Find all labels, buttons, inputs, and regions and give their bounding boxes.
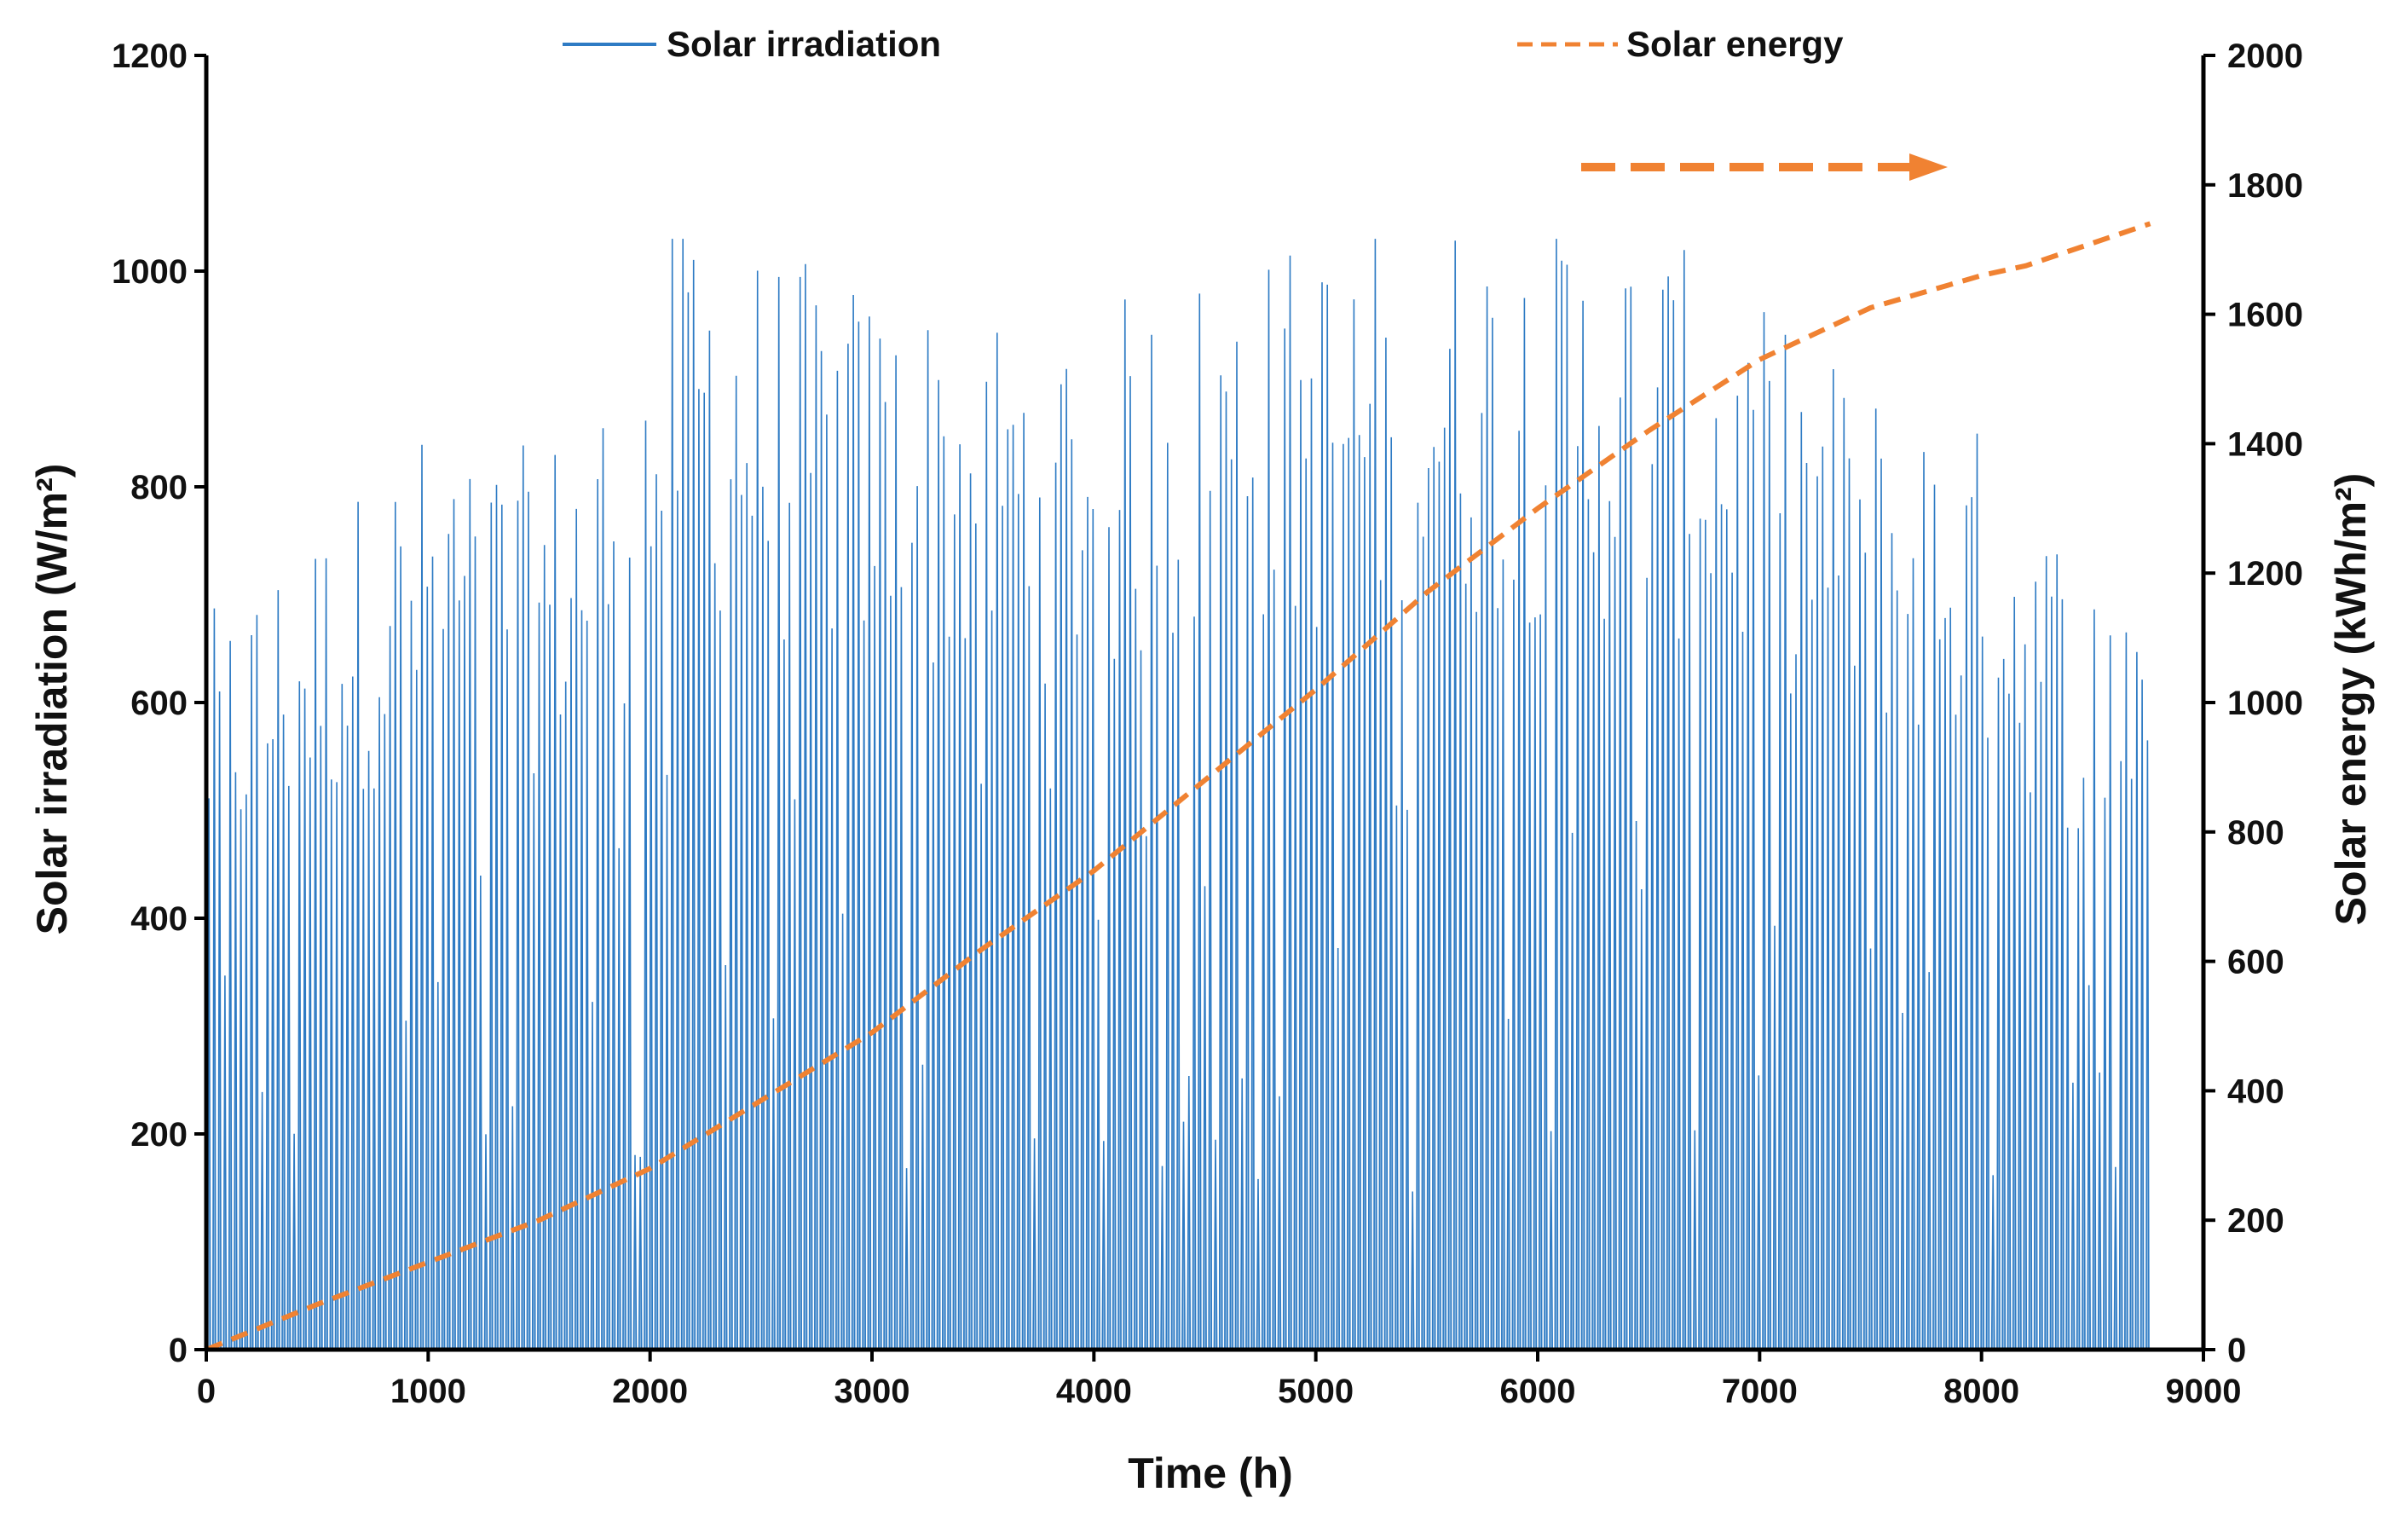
- y-right-tick-label: 1400: [2227, 425, 2303, 463]
- x-tick-label: 6000: [1500, 1373, 1576, 1410]
- x-tick-label: 2000: [612, 1373, 688, 1410]
- legend: Solar irradiation Solar energy: [563, 24, 1844, 64]
- y-left-axis-title: Solar irradiation (W/m²): [28, 464, 76, 935]
- x-tick-label: 0: [197, 1373, 216, 1410]
- x-tick-label: 7000: [1722, 1373, 1798, 1410]
- y-right-tick-label: 2000: [2227, 38, 2303, 75]
- x-ticks: 0 1000 2000 3000 4000 5000 6000 7000 8000 9000: [197, 1350, 2242, 1410]
- x-tick-label: 9000: [2166, 1373, 2242, 1410]
- x-axis-title: Time (h): [1128, 1449, 1293, 1497]
- y-right-ticks: 0 200 400 600 800 1000 1200 1400 1600 1800 2000: [2203, 38, 2303, 1369]
- right-axis-arrow: [1581, 153, 1948, 181]
- y-right-tick-label: 1800: [2227, 167, 2303, 205]
- legend-energy-label: Solar energy: [1626, 24, 1844, 64]
- y-right-tick-label: 600: [2227, 944, 2284, 981]
- y-right-tick-label: 200: [2227, 1202, 2284, 1240]
- energy-series-line: [205, 221, 2151, 1352]
- y-left-tick-label: 200: [130, 1116, 188, 1154]
- y-right-tick-label: 400: [2227, 1073, 2284, 1110]
- y-left-tick-label: 0: [169, 1332, 188, 1369]
- x-tick-label: 8000: [1943, 1373, 2019, 1410]
- y-left-tick-label: 800: [130, 469, 188, 506]
- x-tick-label: 4000: [1056, 1373, 1132, 1410]
- y-right-tick-label: 1200: [2227, 555, 2303, 593]
- y-right-tick-label: 0: [2227, 1332, 2246, 1369]
- y-left-tick-label: 400: [130, 900, 188, 938]
- y-right-tick-label: 1600: [2227, 297, 2303, 334]
- y-left-tick-label: 1000: [112, 253, 188, 291]
- y-left-tick-label: 600: [130, 685, 188, 722]
- x-tick-label: 1000: [390, 1373, 466, 1410]
- y-left-ticks: 0 200 400 600 800 1000 1200: [112, 38, 206, 1369]
- y-right-axis-title: Solar energy (kWh/m²): [2327, 473, 2375, 926]
- y-left-tick-label: 1200: [112, 38, 188, 75]
- irradiation-series: [206, 239, 2150, 1350]
- x-tick-label: 3000: [834, 1373, 910, 1410]
- legend-irradiation-label: Solar irradiation: [667, 24, 941, 64]
- y-right-tick-label: 1000: [2227, 685, 2303, 722]
- y-right-tick-label: 800: [2227, 814, 2284, 852]
- irradiation-spikes: [206, 239, 2150, 1350]
- x-tick-label: 5000: [1278, 1373, 1354, 1410]
